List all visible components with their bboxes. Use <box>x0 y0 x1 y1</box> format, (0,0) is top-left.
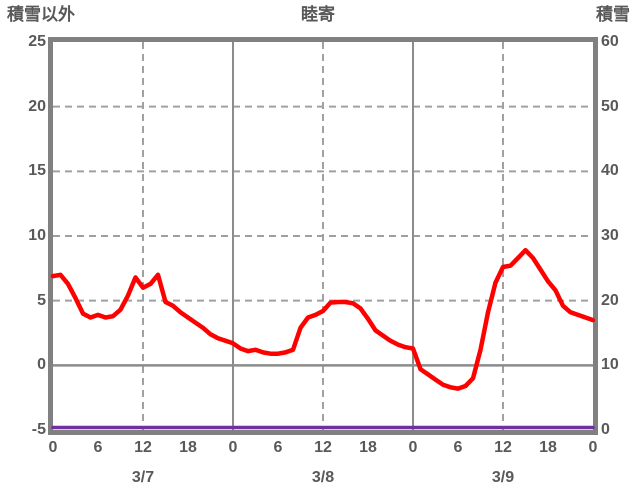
chart-title: 睦寄 <box>301 5 335 24</box>
plot-frame <box>48 37 598 435</box>
right-axis-tick: 20 <box>601 291 619 309</box>
x-axis-hour-label: 12 <box>134 439 152 456</box>
x-axis-hour-label: 0 <box>408 439 418 456</box>
left-axis-tick: 15 <box>28 162 46 180</box>
x-axis-hour-label: 6 <box>93 439 103 456</box>
left-axis-tick: 25 <box>28 33 46 50</box>
x-axis-hour-label: 18 <box>179 439 197 456</box>
x-axis-hour-label: 12 <box>314 439 332 456</box>
x-axis-hour-label: 12 <box>494 439 512 456</box>
x-axis-hour-label: 6 <box>273 439 283 456</box>
x-axis-hour-label: 0 <box>228 439 238 456</box>
x-axis-hour-label: 18 <box>359 439 377 456</box>
x-axis-date-label: 3/8 <box>311 469 335 486</box>
left-axis-title: 積雪以外 <box>7 5 75 24</box>
right-axis-title: 積雪 <box>596 5 630 24</box>
right-axis-tick: 0 <box>601 421 610 438</box>
right-axis-tick: 40 <box>601 162 619 180</box>
left-axis-tick: 20 <box>28 97 46 115</box>
right-axis-tick: 30 <box>601 227 619 244</box>
left-axis-tick: 5 <box>37 291 46 309</box>
left-axis-tick: 0 <box>37 356 46 374</box>
x-axis-hour-label: 0 <box>588 439 598 456</box>
left-axis-tick: -5 <box>31 421 46 438</box>
x-axis-hour-label: 6 <box>453 439 463 456</box>
x-axis-hour-label: 18 <box>539 439 557 456</box>
non-snow-series-line <box>50 247 596 391</box>
right-axis-tick: 50 <box>601 97 619 115</box>
x-axis-hour-label: 0 <box>48 439 58 456</box>
x-axis-date-label: 3/7 <box>131 469 155 486</box>
right-axis-tick: 10 <box>601 356 619 374</box>
left-axis-tick: 10 <box>28 227 46 244</box>
x-axis-date-label: 3/9 <box>491 469 515 486</box>
right-axis-tick: 60 <box>601 33 619 50</box>
